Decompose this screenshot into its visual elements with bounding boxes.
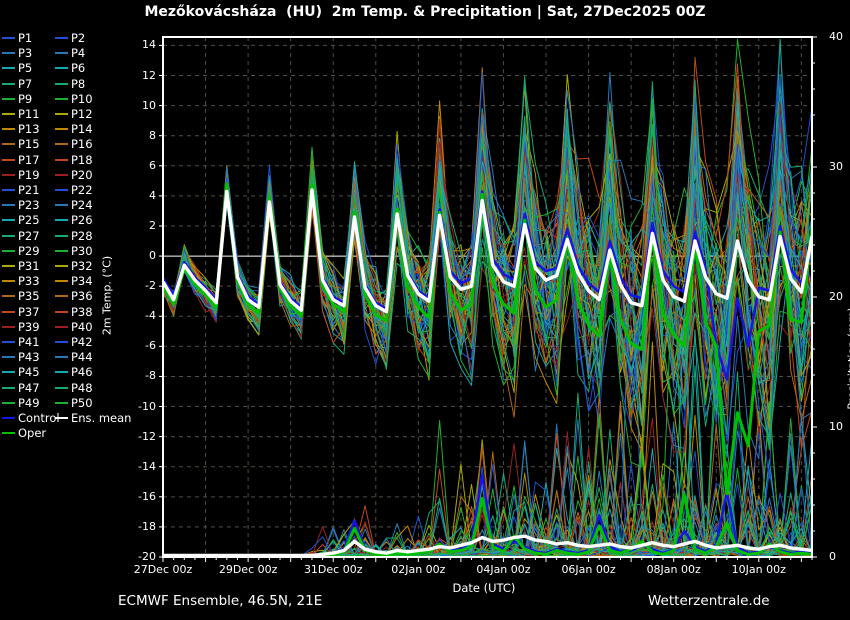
temp-tick-label: -4 [123, 309, 156, 322]
temp-tick-label: -12 [123, 430, 156, 443]
temp-tick-label: -6 [123, 339, 156, 352]
precip-tick-label: 0 [829, 550, 836, 563]
temp-tick-label: 0 [123, 249, 156, 262]
precip-tick-label: 10 [829, 420, 843, 433]
precip-tick-label: 30 [829, 160, 843, 173]
temp-tick-label: 4 [123, 189, 156, 202]
temp-tick-label: 8 [123, 129, 156, 142]
date-tick-label: 29Dec 00z [217, 563, 279, 576]
temp-tick-label: -8 [123, 369, 156, 382]
temp-tick-label: -16 [123, 490, 156, 503]
temp-tick-label: -18 [123, 520, 156, 533]
date-tick-label: 04Jan 00z [472, 563, 534, 576]
temp-tick-label: 12 [123, 69, 156, 82]
temp-tick-label: 10 [123, 99, 156, 112]
meteogram: Mezőkovácsháza (HU) 2m Temp. & Precipita… [0, 0, 850, 620]
date-tick-label: 02Jan 00z [387, 563, 449, 576]
date-tick-label: 06Jan 00z [558, 563, 620, 576]
date-tick-label: 27Dec 00z [132, 563, 194, 576]
temp-tick-label: -10 [123, 400, 156, 413]
date-tick-label: 10Jan 00z [728, 563, 790, 576]
precip-tick-label: 20 [829, 290, 843, 303]
precip-axis-label: Precipitation (mm) [846, 299, 850, 419]
temp-tick-label: -20 [123, 550, 156, 563]
date-tick-label: 08Jan 00z [643, 563, 705, 576]
temp-tick-label: 2 [123, 219, 156, 232]
footer-model-info: ECMWF Ensemble, 46.5N, 21E [118, 593, 322, 609]
temp-tick-label: 6 [123, 159, 156, 172]
temp-tick-label: -14 [123, 460, 156, 473]
precip-tick-label: 40 [829, 30, 843, 43]
footer-site-credit: Wetterzentrale.de [648, 593, 770, 609]
temp-axis-label: 2m Temp. (°C) [101, 236, 114, 356]
date-axis-label: Date (UTC) [453, 581, 516, 595]
date-tick-label: 31Dec 00z [302, 563, 364, 576]
temp-tick-label: -2 [123, 279, 156, 292]
temp-tick-label: 14 [123, 38, 156, 51]
